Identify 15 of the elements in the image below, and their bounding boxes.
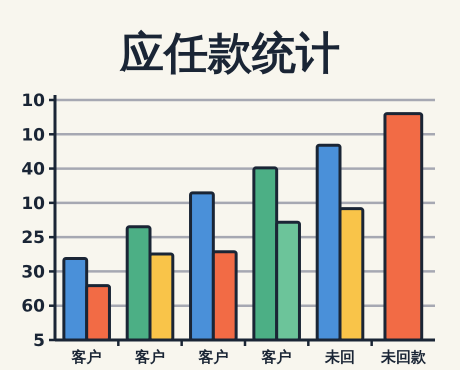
text: 30 <box>21 262 46 282</box>
x-tick-label: 客户 <box>197 348 228 366</box>
x-tick-label: 客户 <box>70 348 102 366</box>
text: 60 <box>21 296 46 317</box>
text: 40 <box>21 160 46 180</box>
text: 25 <box>21 228 45 248</box>
text: 10 <box>21 194 46 214</box>
text: 10 <box>21 125 46 146</box>
chart-title: 应任款统计 <box>119 28 340 79</box>
text: 10 <box>21 91 46 111</box>
x-tick-label: 未回 <box>324 348 355 366</box>
text: 5 <box>33 331 45 351</box>
x-tick-label: 客户 <box>134 348 165 366</box>
x-tick-label: 客户 <box>260 348 292 366</box>
x-tick-label: 未回款 <box>380 348 427 366</box>
